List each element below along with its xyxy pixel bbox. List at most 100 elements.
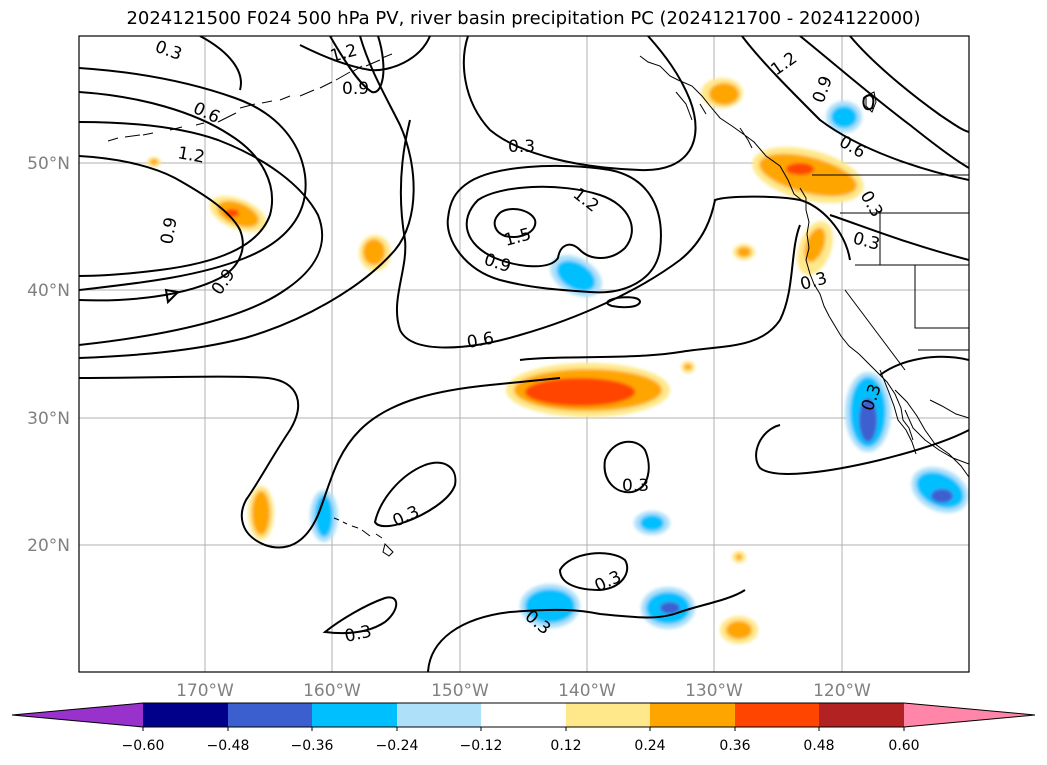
- pv-contour-east-top: [741, 36, 969, 181]
- coast-hawaii: [333, 517, 394, 557]
- pv-contour-small-east: [862, 94, 875, 111]
- pv-contour-0p9-center: [446, 164, 662, 294]
- pv-contour-top-west: [79, 67, 307, 291]
- pv-contour-0p3-east-upper: [879, 355, 969, 376]
- lat-tick-labels: 50°N 40°N 30°N 20°N: [27, 154, 70, 556]
- colorbar-tick-label: −0.36: [291, 738, 334, 754]
- colorbar-tick-label: −0.48: [207, 738, 250, 754]
- border-states: [840, 212, 969, 371]
- pv-contour-south-west: [79, 36, 415, 359]
- precip-blob-south: [720, 616, 758, 644]
- pv-contour-0p3-east-blob: [603, 440, 650, 494]
- pv-contour-0p3-southern-mid: [373, 461, 457, 528]
- precip-neg-blob-south-east: [641, 587, 695, 629]
- precip-blob-subtropical: [506, 363, 670, 417]
- precip-neg-blob-mexico: [911, 467, 969, 513]
- pv-contour-0p9-west: [79, 155, 244, 302]
- colorbar-tick-label: 0.36: [719, 738, 750, 754]
- colorbar-extend-low: [12, 703, 143, 727]
- lon-tick-label: 160°W: [303, 681, 361, 701]
- pv-contour-inner-top-west: [199, 36, 242, 91]
- colorbar-tick-label: 0.12: [550, 738, 581, 754]
- pv-contour-0p6-center: [395, 119, 851, 349]
- coast-baja: [879, 369, 969, 479]
- pv-contour-0p3-central: [519, 224, 801, 361]
- coast-bc-islands: [865, 91, 877, 113]
- colorbar-bin: [397, 703, 481, 727]
- precip-neg-blob-south-west: [520, 584, 580, 628]
- contour-label: 0.3: [508, 137, 535, 157]
- lon-tick-labels: 170°W 160°W 150°W 140°W 130°W 120°W: [176, 681, 871, 701]
- precip-blob-central-north: [359, 235, 391, 271]
- pv-contour-0p6-east: [829, 214, 969, 261]
- pv-contour-top-west-inner: [79, 91, 274, 277]
- precip-blob-pacific-nw: [752, 147, 864, 203]
- coastlines: [107, 53, 969, 557]
- map-title: 2024121500 F024 500 hPa PV, river basin …: [126, 8, 921, 29]
- lon-tick-label: 120°W: [813, 681, 871, 701]
- contour-label: 0.9: [157, 216, 181, 246]
- colorbar-bin: [819, 703, 904, 727]
- colorbar-tick-label: −0.60: [122, 738, 165, 754]
- contour-label: 1.2: [176, 143, 206, 167]
- colorbar-extend-high: [904, 703, 1035, 727]
- lon-tick-label: 130°W: [685, 681, 743, 701]
- precip-neg-blob-hawaii: [310, 490, 338, 542]
- lon-tick-label: 140°W: [558, 681, 616, 701]
- pv-contour-0p3-south-big: [427, 589, 746, 672]
- graticule: [79, 36, 969, 672]
- pv-contour-0p3-north: [463, 36, 697, 172]
- contour-label: 0.3: [622, 476, 649, 496]
- precip-neg-blob-mid: [634, 511, 670, 535]
- precip-neg-blob-baja: [845, 372, 891, 452]
- precip-blob-small-3: [732, 551, 746, 563]
- precip-neg-blob-bc: [826, 101, 862, 133]
- pv-contour-1p2-top: [299, 36, 431, 72]
- colorbar: −0.60 −0.48 −0.36 −0.24 −0.12 0.12 0.24 …: [11, 702, 1036, 754]
- pv-contours: [79, 36, 969, 672]
- colorbar-tick-label: −0.24: [376, 738, 419, 754]
- colorbar-bin: [481, 703, 566, 727]
- lat-tick-label: 50°N: [27, 154, 70, 174]
- coast-alaska-panhandle: [639, 55, 805, 203]
- pv-contour-1p5: [493, 208, 537, 238]
- colorbar-tick-label: 0.48: [803, 738, 834, 754]
- pv-contour-east-top-3: [849, 36, 969, 133]
- pv-contour-0p3-south-blob: [558, 552, 629, 592]
- map-background: [79, 36, 969, 672]
- precip-blob-alaska: [701, 78, 743, 108]
- pv-contour-small-west: [164, 288, 181, 305]
- pv-contour-east-top-2: [799, 36, 969, 169]
- colorbar-tick-label: 0.60: [888, 738, 919, 754]
- precip-blob-small-2: [733, 244, 755, 260]
- pv-contour-1p2-center: [465, 185, 633, 268]
- pv-contour-0p3-south: [79, 375, 561, 549]
- lon-tick-label: 150°W: [431, 681, 489, 701]
- pv-contour-0p3-south-west-blob: [322, 596, 398, 635]
- precip-neg-blob-central: [550, 255, 602, 297]
- map-frame: [78, 35, 970, 673]
- colorbar-bin: [735, 703, 819, 727]
- lat-tick-label: 40°N: [27, 281, 70, 301]
- colorbar-bin: [228, 703, 312, 727]
- coast-us-west: [799, 187, 914, 441]
- contour-label: 0.9: [342, 79, 369, 99]
- colorbar-ticks: [142, 727, 905, 731]
- lat-tick-label: 30°N: [27, 409, 70, 429]
- contour-label: 0.6: [465, 329, 495, 353]
- pv-contour-outer-west: [79, 121, 324, 346]
- pv-contour-0p9-top: [329, 36, 385, 94]
- precip-blob-small-1: [681, 361, 695, 373]
- lon-tick-label: 170°W: [176, 681, 234, 701]
- colorbar-bin: [650, 703, 735, 727]
- lat-tick-label: 20°N: [27, 536, 70, 556]
- colorbar-tick-label: 0.24: [634, 738, 665, 754]
- precip-blob-hawaii-west: [248, 486, 274, 540]
- precip-blob-aleutian: [209, 196, 267, 232]
- colorbar-bin: [566, 703, 650, 727]
- colorbar-bin: [143, 703, 228, 727]
- colorbar-bin: [312, 703, 397, 727]
- precip-blob-dateline: [147, 157, 161, 167]
- colorbar-tick-label: −0.12: [460, 738, 503, 754]
